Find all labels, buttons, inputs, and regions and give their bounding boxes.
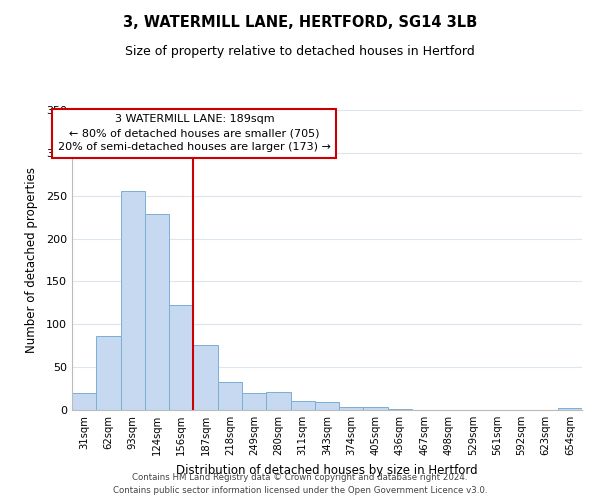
Bar (145, 214, 169, 410)
Bar (290, 400, 315, 410)
Bar (193, 345, 218, 410)
Bar (266, 392, 290, 410)
Bar (315, 402, 339, 410)
Text: Size of property relative to detached houses in Hertford: Size of property relative to detached ho… (125, 45, 475, 58)
Bar (72, 393, 96, 410)
X-axis label: Distribution of detached houses by size in Hertford: Distribution of detached houses by size … (176, 464, 478, 476)
Bar (96, 336, 121, 410)
Bar (339, 406, 364, 410)
Bar (121, 190, 145, 410)
Bar (218, 382, 242, 410)
Text: 3 WATERMILL LANE: 189sqm
← 80% of detached houses are smaller (705)
20% of semi-: 3 WATERMILL LANE: 189sqm ← 80% of detach… (58, 114, 331, 152)
Text: 3, WATERMILL LANE, HERTFORD, SG14 3LB: 3, WATERMILL LANE, HERTFORD, SG14 3LB (123, 15, 477, 30)
Bar (364, 406, 388, 410)
Bar (169, 306, 193, 410)
Bar (558, 408, 582, 410)
Text: Contains HM Land Registry data © Crown copyright and database right 2024.: Contains HM Land Registry data © Crown c… (132, 474, 468, 482)
Text: Contains public sector information licensed under the Open Government Licence v3: Contains public sector information licen… (113, 486, 487, 495)
Bar (388, 409, 412, 410)
Bar (242, 393, 266, 410)
Y-axis label: Number of detached properties: Number of detached properties (25, 167, 38, 353)
